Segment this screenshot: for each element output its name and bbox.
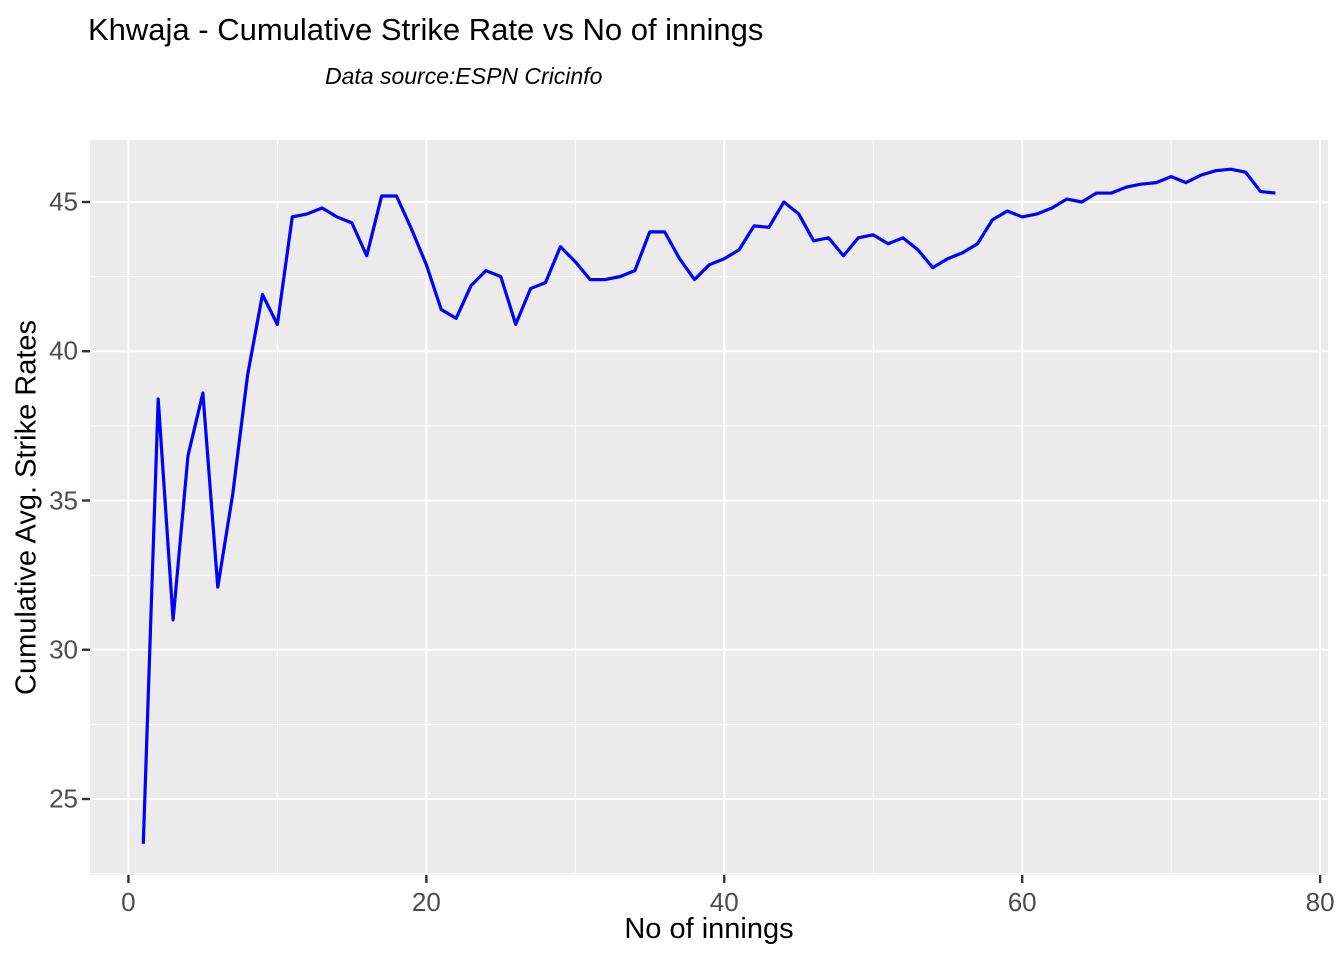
x-tick-label: 20 [411,887,441,917]
y-tick-label: 35 [49,485,78,515]
y-tick-label: 30 [49,634,78,665]
x-tick-label: 80 [1305,887,1335,917]
plot-panel [90,140,1328,875]
y-tick-label: 25 [49,783,78,814]
x-tick-label: 60 [1007,887,1037,917]
x-tick-label: 0 [121,887,136,917]
y-tick-label: 40 [49,335,78,366]
x-tick-label: 40 [709,887,739,917]
chart-title: Khwaja - Cumulative Strike Rate vs No of… [88,12,764,47]
y-tick-label: 45 [49,186,78,217]
x-axis-title: No of innings [624,913,794,945]
chart-subtitle: Data source:ESPN Cricinfo [325,63,603,89]
y-axis-title: Cumulative Avg. Strike Rates [10,319,43,696]
strike-rate-line [141,167,1276,844]
